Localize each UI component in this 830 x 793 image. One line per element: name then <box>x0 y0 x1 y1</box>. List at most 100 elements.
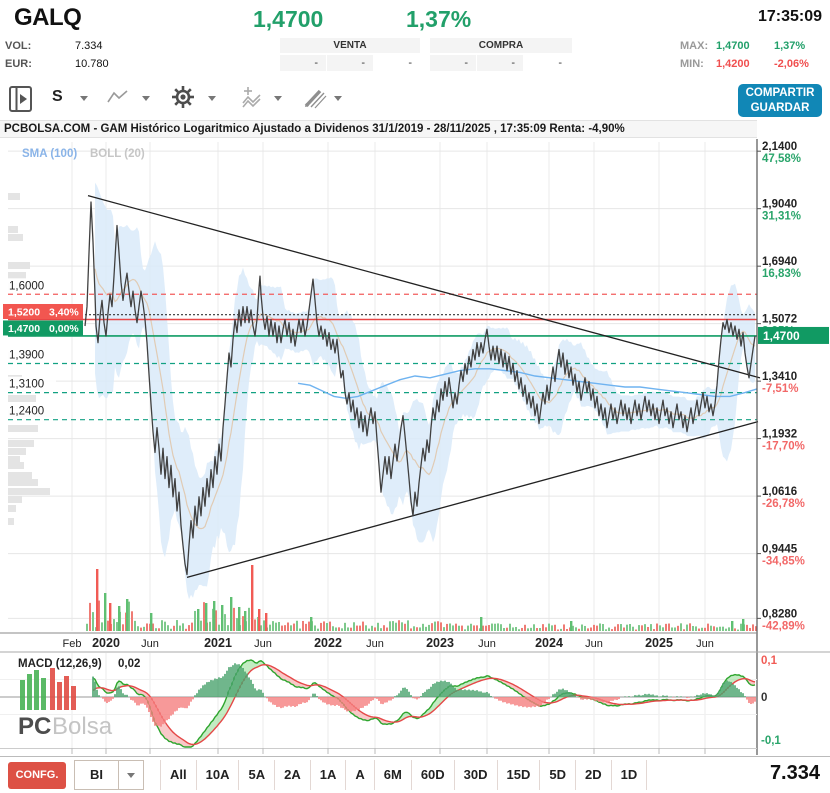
share-save-button[interactable]: COMPARTIR GUARDAR <box>738 84 822 117</box>
svg-text:1,3900: 1,3900 <box>9 349 44 361</box>
chart-type-caret-icon[interactable] <box>142 96 150 101</box>
interval-value: BI <box>75 761 119 789</box>
max-label: MAX: <box>680 40 709 52</box>
macd-label: MACD (12,26,9) <box>18 658 102 670</box>
draw-caret-icon[interactable] <box>334 96 342 101</box>
bollinger-band <box>95 182 755 600</box>
svg-text:1,9040: 1,9040 <box>762 199 797 211</box>
share-label: COMPARTIR <box>745 87 815 99</box>
svg-text:0,1: 0,1 <box>761 655 778 667</box>
ticker-symbol: GALQ <box>14 4 82 31</box>
svg-text:2020: 2020 <box>92 636 120 650</box>
boll-mid-line <box>94 268 756 530</box>
range-button-2a[interactable]: 2A <box>275 760 311 790</box>
range-button-60d[interactable]: 60D <box>412 760 455 790</box>
svg-text:-42,89%: -42,89% <box>762 620 805 632</box>
svg-text:1,4700: 1,4700 <box>8 323 40 335</box>
chart-title: PCBOLSA.COM - GAM Histórico Logaritmico … <box>0 120 757 138</box>
trendline[interactable] <box>186 421 759 578</box>
min-percent: -2,06% <box>774 58 809 70</box>
trendline[interactable] <box>87 195 761 379</box>
settings-gear-icon[interactable] <box>170 84 196 115</box>
settings-caret-icon[interactable] <box>208 96 216 101</box>
range-button-1d[interactable]: 1D <box>612 760 648 790</box>
venta-value-2: - <box>327 55 373 71</box>
last-price: 1,4700 <box>253 6 324 32</box>
svg-text:0,8280: 0,8280 <box>762 608 797 620</box>
min-label: MIN: <box>680 58 704 70</box>
svg-text:0,00%: 0,00% <box>49 323 79 335</box>
compra-value-2: - <box>477 55 523 71</box>
draw-pencil-icon[interactable] <box>302 85 328 114</box>
svg-text:Jun: Jun <box>478 638 496 650</box>
legend[interactable]: SMA (100) BOLL (20) <box>22 148 145 160</box>
add-indicator-icon[interactable] <box>240 85 266 114</box>
macd-line <box>92 659 756 748</box>
compra-value-3: - <box>524 55 570 71</box>
svg-text:Jun: Jun <box>696 638 714 650</box>
range-button-5a[interactable]: 5A <box>239 760 276 790</box>
svg-text:1,5072: 1,5072 <box>762 314 797 326</box>
bottom-ticks <box>0 748 757 754</box>
svg-text:1,5200: 1,5200 <box>8 306 40 318</box>
sma100-line <box>297 368 758 400</box>
svg-text:-34,85%: -34,85% <box>762 556 805 568</box>
chart-type-icon[interactable] <box>106 88 130 111</box>
price-chart[interactable]: 1,6000 1,5200 3,40% 1,4700 0,00% 1,3900 1,3100… <box>0 138 830 756</box>
save-label: GUARDAR <box>750 102 810 114</box>
bottom-toolbar: CONFG. BI All 10A 5A 2A 1A A 6M 60D 30D 15D 5D 2D 1D… <box>0 756 830 793</box>
svg-text:-7,51%: -7,51% <box>762 383 798 395</box>
range-button-30d[interactable]: 30D <box>455 760 498 790</box>
svg-text:1,6940: 1,6940 <box>762 256 797 268</box>
sidebar-toggle-icon[interactable] <box>8 85 34 118</box>
macd-signal-line <box>92 663 756 746</box>
svg-text:0,9445: 0,9445 <box>762 544 798 556</box>
svg-text:1,3410: 1,3410 <box>762 371 797 383</box>
svg-text:Jun: Jun <box>254 638 272 650</box>
series-style-caret-icon[interactable] <box>80 96 88 101</box>
svg-text:Jun: Jun <box>585 638 603 650</box>
svg-text:Feb: Feb <box>63 638 82 650</box>
svg-text:2024: 2024 <box>535 636 563 650</box>
range-button-all[interactable]: All <box>160 760 197 790</box>
svg-text:Jun: Jun <box>366 638 384 650</box>
macd-panel[interactable]: MACD (12,26,9) 0,02 0,1 0 -0,1 <box>0 655 781 748</box>
svg-text:SMA (100): SMA (100) <box>22 148 77 160</box>
interval-select[interactable]: BI <box>74 760 144 790</box>
min-price: 1,4200 <box>716 58 750 70</box>
svg-text:2,1400: 2,1400 <box>762 141 797 153</box>
venta-value-1: - <box>280 55 326 71</box>
config-button[interactable]: CONFG. <box>8 762 66 789</box>
svg-text:16,83%: 16,83% <box>762 268 801 280</box>
range-button-5d[interactable]: 5D <box>540 760 577 790</box>
macd-fill-negative <box>101 664 755 747</box>
chart-toolbar: S COMPARTIR GUARDAR <box>0 82 830 120</box>
x-axis: Feb 2020 Jun 2021 Jun 2022 Jun 2023 Jun 2024 Jun 20… <box>0 632 830 653</box>
range-button-15d[interactable]: 15D <box>498 760 541 790</box>
svg-text:0: 0 <box>761 692 767 704</box>
macd-value: 0,02 <box>118 658 140 670</box>
svg-text:31,31%: 31,31% <box>762 211 801 223</box>
interval-caret-icon[interactable] <box>119 761 143 789</box>
svg-text:-0,1: -0,1 <box>761 735 781 747</box>
vol-value: 7.334 <box>75 40 103 52</box>
svg-text:1,3100: 1,3100 <box>9 379 44 391</box>
venta-value-3: - <box>374 55 420 71</box>
range-button-a[interactable]: A <box>346 760 375 790</box>
max-price: 1,4700 <box>716 40 750 52</box>
range-button-1a[interactable]: 1A <box>311 760 347 790</box>
svg-text:2021: 2021 <box>204 636 232 650</box>
range-button-10a[interactable]: 10A <box>197 760 240 790</box>
add-indicator-caret-icon[interactable] <box>274 96 282 101</box>
eur-label: EUR: <box>5 58 32 70</box>
range-buttons: All 10A 5A 2A 1A A 6M 60D 30D 15D 5D 2D 1D <box>160 760 648 790</box>
vol-label: VOL: <box>5 40 32 52</box>
svg-text:2025: 2025 <box>645 636 673 650</box>
compra-value-1: - <box>430 55 476 71</box>
range-button-2d[interactable]: 2D <box>576 760 612 790</box>
svg-text:Jun: Jun <box>141 638 159 650</box>
series-style-button[interactable]: S <box>52 88 63 105</box>
svg-text:-26,78%: -26,78% <box>762 498 805 510</box>
svg-text:Bolsa: Bolsa <box>52 713 113 740</box>
range-button-6m[interactable]: 6M <box>375 760 412 790</box>
